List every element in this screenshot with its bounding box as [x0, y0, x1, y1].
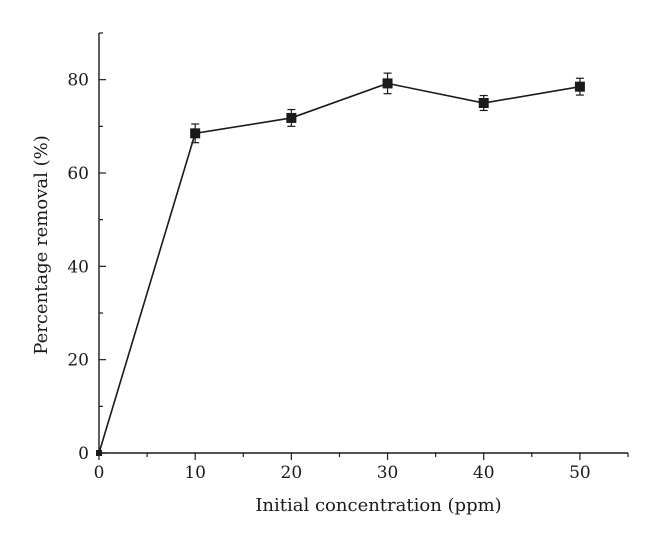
data-point [574, 81, 585, 92]
y-tick-label: 80 [67, 71, 89, 91]
x-tick-label: 10 [184, 463, 206, 483]
axes [98, 33, 628, 454]
series-group [96, 72, 585, 456]
data-point [478, 98, 489, 108]
x-tick-label: 20 [281, 463, 303, 483]
y-tick-label: 0 [78, 444, 89, 464]
x-tick-label: 50 [569, 463, 591, 483]
x-tick-label: 30 [377, 463, 399, 483]
y-tick-label: 40 [67, 257, 89, 277]
data-point [382, 78, 393, 89]
data-point [286, 112, 297, 123]
tick-group [98, 32, 629, 460]
data-point [190, 128, 201, 139]
y-tick-label: 20 [67, 351, 89, 371]
y-axis-label: Percentage removal (%) [31, 135, 52, 354]
tick-label-group: 0 10 20 30 40 50 0 20 40 60 80 [67, 71, 590, 483]
y-tick-label: 60 [67, 164, 89, 184]
x-axis-label: Initial concentration (ppm) [255, 495, 501, 516]
data-point [96, 450, 102, 456]
x-tick-label: 0 [94, 463, 105, 483]
series-line [98, 82, 581, 454]
x-tick-label: 40 [473, 463, 495, 483]
